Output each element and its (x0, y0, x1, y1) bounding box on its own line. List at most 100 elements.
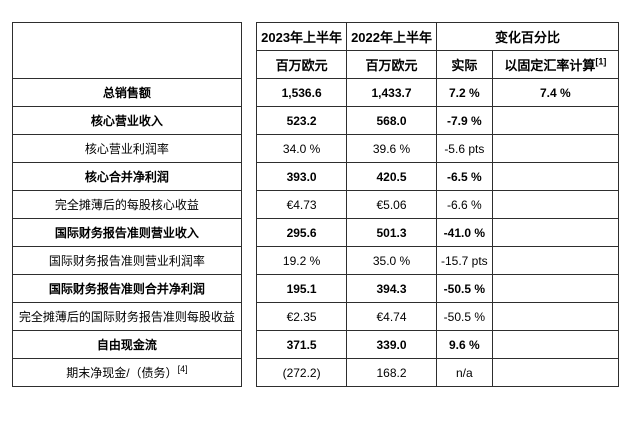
cell-change-actual: n/a (435, 358, 493, 387)
table-body: 2023年上半年 2022年上半年 变化百分比 百万欧元 百万欧元 实际 以固定… (12, 22, 619, 387)
table-row: 核心营业利润率 34.0 % 39.6 % -5.6 pts (12, 134, 619, 163)
col-header-2022: 2022年上半年 (346, 22, 437, 51)
footnote-4-marker: [4] (177, 364, 188, 374)
col-header-unit-2023: 百万欧元 (256, 50, 348, 79)
row-label: 国际财务报告准则合并净利润 (12, 274, 242, 303)
cell-2022-value: 394.3 (346, 274, 437, 303)
cell-change-fixed-rate (491, 246, 619, 275)
cell-change-fixed-rate (491, 302, 619, 331)
table-row: 国际财务报告准则合并净利润 195.1 394.3 -50.5 % (12, 274, 619, 303)
row-label-text: 国际财务报告准则营业利润率 (48, 254, 205, 268)
column-spacer (241, 246, 257, 275)
cell-2023-value: 295.6 (256, 218, 348, 247)
corner-cell (12, 22, 242, 79)
cell-2023-value: €2.35 (256, 302, 348, 331)
cell-2023-value: €4.73 (256, 190, 348, 219)
cell-2022-value: €5.06 (346, 190, 437, 219)
cell-change-actual: -7.9 % (435, 106, 493, 135)
row-label-text: 完全摊薄后的每股核心收益 (54, 198, 199, 212)
row-label-text: 国际财务报告准则营业收入 (54, 226, 199, 240)
cell-change-actual: -15.7 pts (435, 246, 493, 275)
column-spacer (241, 358, 257, 387)
cell-change-fixed-rate (491, 190, 619, 219)
table-row: 国际财务报告准则营业利润率 19.2 % 35.0 % -15.7 pts (12, 246, 619, 275)
row-label: 国际财务报告准则营业收入 (12, 218, 242, 247)
row-label-text: 完全摊薄后的国际财务报告准则每股收益 (18, 310, 235, 324)
cell-2023-value: 1,536.6 (256, 78, 348, 107)
row-label-text: 核心营业利润率 (84, 142, 169, 156)
cell-2023-value: 371.5 (256, 330, 348, 359)
cell-2023-value: (272.2) (256, 358, 348, 387)
cell-2022-value: €4.74 (346, 302, 437, 331)
cell-change-actual: 7.2 % (435, 78, 493, 107)
row-label: 完全摊薄后的国际财务报告准则每股收益 (12, 302, 242, 331)
cell-change-fixed-rate: 7.4 % (491, 78, 619, 107)
column-spacer (241, 190, 257, 219)
cell-change-actual: -50.5 % (435, 274, 493, 303)
column-spacer (241, 78, 257, 107)
table-row: 国际财务报告准则营业收入 295.6 501.3 -41.0 % (12, 218, 619, 247)
table-row: 总销售额 1,536.6 1,433.7 7.2 % 7.4 % (12, 78, 619, 107)
table-row: 完全摊薄后的国际财务报告准则每股收益 €2.35 €4.74 -50.5 % (12, 302, 619, 331)
cell-2022-value: 420.5 (346, 162, 437, 191)
row-label: 完全摊薄后的每股核心收益 (12, 190, 242, 219)
cell-2022-value: 568.0 (346, 106, 437, 135)
cell-2023-value: 523.2 (256, 106, 348, 135)
row-label-text: 期末净现金/（债务） (66, 366, 178, 380)
cell-change-actual: 9.6 % (435, 330, 493, 359)
row-label: 核心营业利润率 (12, 134, 242, 163)
cell-change-fixed-rate (491, 358, 619, 387)
column-spacer (241, 218, 257, 247)
header-row-period: 2023年上半年 2022年上半年 变化百分比 (12, 22, 619, 79)
cell-2023-value: 195.1 (256, 274, 348, 303)
cell-change-fixed-rate (491, 106, 619, 135)
cell-change-actual: -41.0 % (435, 218, 493, 247)
column-spacer (241, 302, 257, 331)
financial-summary-table: 2023年上半年 2022年上半年 变化百分比 百万欧元 百万欧元 实际 以固定… (12, 22, 619, 387)
col-header-unit-2022: 百万欧元 (346, 50, 437, 79)
cell-2022-value: 1,433.7 (346, 78, 437, 107)
cell-2023-value: 34.0 % (256, 134, 348, 163)
column-spacer (241, 106, 257, 135)
col-header-fixed-rate: 以固定汇率计算[1] (491, 50, 619, 79)
cell-2022-value: 168.2 (346, 358, 437, 387)
column-spacer (241, 330, 257, 359)
cell-2022-value: 501.3 (346, 218, 437, 247)
row-label-text: 自由现金流 (96, 338, 157, 352)
cell-change-actual: -6.6 % (435, 190, 493, 219)
row-label: 总销售额 (12, 78, 242, 107)
row-label-text: 核心营业收入 (90, 114, 163, 128)
cell-change-fixed-rate (491, 134, 619, 163)
row-label: 国际财务报告准则营业利润率 (12, 246, 242, 275)
table-row: 期末净现金/（债务）[4] (272.2) 168.2 n/a (12, 358, 619, 387)
row-label: 核心合并净利润 (12, 162, 242, 191)
cell-change-actual: -6.5 % (435, 162, 493, 191)
table-row: 核心营业收入 523.2 568.0 -7.9 % (12, 106, 619, 135)
table-row: 自由现金流 371.5 339.0 9.6 % (12, 330, 619, 359)
row-label-text: 国际财务报告准则合并净利润 (48, 282, 205, 296)
cell-2022-value: 35.0 % (346, 246, 437, 275)
row-label-text: 核心合并净利润 (84, 170, 169, 184)
table-row: 核心合并净利润 393.0 420.5 -6.5 % (12, 162, 619, 191)
col-header-fixed-rate-text: 以固定汇率计算 (504, 58, 596, 73)
cell-change-actual: -50.5 % (435, 302, 493, 331)
cell-2022-value: 339.0 (346, 330, 437, 359)
col-header-2023: 2023年上半年 (256, 22, 348, 51)
column-spacer (241, 134, 257, 163)
row-label: 期末净现金/（债务）[4] (12, 358, 242, 387)
cell-change-fixed-rate (491, 274, 619, 303)
row-label-text: 总销售额 (102, 86, 151, 100)
cell-2023-value: 19.2 % (256, 246, 348, 275)
cell-change-actual: -5.6 pts (435, 134, 493, 163)
footnote-1-marker: [1] (595, 56, 607, 67)
col-header-actual: 实际 (435, 50, 493, 79)
column-spacer (241, 274, 257, 303)
row-label: 核心营业收入 (12, 106, 242, 135)
cell-change-fixed-rate (491, 218, 619, 247)
column-spacer (241, 22, 257, 79)
row-label: 自由现金流 (12, 330, 242, 359)
table-row: 完全摊薄后的每股核心收益 €4.73 €5.06 -6.6 % (12, 190, 619, 219)
column-spacer (241, 162, 257, 191)
col-header-change: 变化百分比 (435, 22, 619, 51)
